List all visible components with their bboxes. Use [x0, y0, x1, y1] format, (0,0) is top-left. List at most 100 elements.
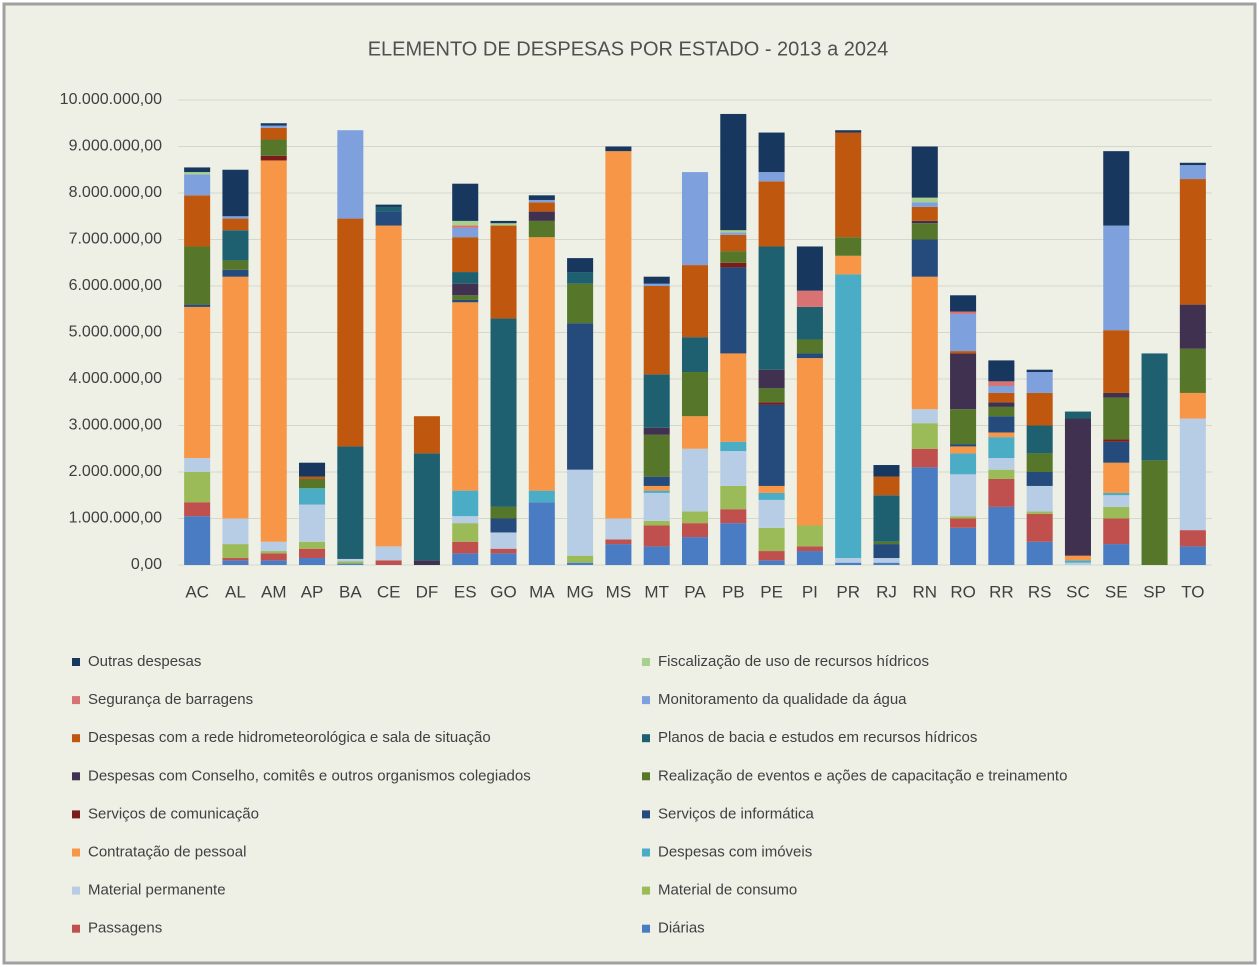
bar-segment	[911, 448, 938, 468]
bar-segment	[1103, 492, 1130, 496]
bar-segment	[567, 283, 594, 324]
bar-segment	[605, 151, 632, 519]
bar-segment	[222, 558, 249, 561]
bar-segment	[490, 506, 517, 519]
bar-segment	[299, 548, 326, 559]
bar-segment	[184, 516, 211, 565]
bar-segment	[1064, 418, 1091, 556]
bar-segment	[605, 544, 632, 565]
x-tick-label: RS	[1028, 582, 1052, 601]
bar-segment	[643, 427, 670, 435]
legend-label: Material permanente	[88, 882, 226, 899]
bar-segment	[1103, 330, 1130, 393]
x-tick-label: SP	[1143, 582, 1166, 601]
bar-segment	[184, 502, 211, 517]
bar-segment	[911, 202, 938, 207]
bar-segment	[1103, 392, 1130, 398]
bar-segment	[1179, 179, 1206, 305]
bar-segment	[950, 527, 977, 565]
bar-segment	[950, 518, 977, 528]
bar-segment	[643, 492, 670, 521]
bar-segment	[260, 125, 287, 128]
bar-segment	[1026, 513, 1053, 542]
bar-segment	[950, 295, 977, 312]
bar-segment	[184, 195, 211, 247]
legend-label: Diárias	[658, 920, 705, 937]
bar-segment	[184, 172, 211, 175]
bar-segment	[643, 490, 670, 493]
bar-segment	[950, 311, 977, 314]
bar-segment	[720, 509, 747, 524]
bar-segment	[950, 446, 977, 454]
bar-segment	[1141, 353, 1168, 461]
bar-segment	[452, 490, 479, 517]
bar-segment	[452, 523, 479, 542]
bar-segment	[988, 469, 1015, 479]
x-tick-label: CE	[377, 582, 401, 601]
bar-segment	[222, 260, 249, 270]
bar-segment	[375, 204, 402, 207]
bar-segment	[452, 183, 479, 221]
bar-segment	[222, 276, 249, 519]
bar-segment	[758, 499, 785, 528]
bar-segment	[184, 174, 211, 196]
bar-segment	[681, 265, 709, 338]
x-tick-label: BA	[339, 582, 362, 601]
bar-segment	[337, 563, 364, 565]
bar-segment	[681, 537, 709, 565]
bar-segment	[299, 558, 326, 565]
bar-segment	[184, 246, 211, 305]
legend-swatch	[642, 810, 650, 819]
bar-segment	[911, 220, 938, 224]
y-tick-label: 2.000.000,00	[69, 463, 163, 480]
bar-segment	[681, 372, 709, 417]
legend-label: Serviços de informática	[658, 805, 815, 822]
bar-segment	[222, 230, 249, 261]
legend-label: Serviços de comunicação	[88, 805, 259, 822]
bar-segment	[528, 195, 555, 200]
bar-segment	[681, 511, 709, 524]
legend-swatch	[72, 658, 80, 666]
bar-segment	[988, 432, 1015, 438]
bar-segment	[835, 255, 862, 275]
bar-segment	[528, 202, 555, 212]
bar-segment	[490, 220, 517, 224]
bar-segment	[452, 272, 479, 284]
y-tick-label: 7.000.000,00	[69, 231, 163, 248]
bar-segment	[260, 139, 287, 156]
bar-segment	[720, 251, 747, 263]
bar-segment	[528, 237, 555, 491]
bar-segment	[988, 437, 1015, 459]
legend-swatch	[642, 886, 650, 895]
bar-segment	[1103, 439, 1130, 442]
bar-segment	[184, 458, 211, 472]
bar-segment	[567, 272, 594, 284]
bar-segment	[796, 525, 823, 547]
x-tick-label: AM	[261, 582, 287, 601]
bar-segment	[1064, 562, 1091, 565]
bar-segment	[1026, 485, 1053, 512]
bar-segment	[1103, 462, 1130, 493]
bar-segment	[796, 339, 823, 354]
bar-segment	[1026, 392, 1053, 426]
bar-segment	[873, 544, 900, 559]
bar-segment	[413, 453, 440, 561]
y-tick-label: 0,00	[131, 556, 162, 573]
legend-swatch	[642, 924, 650, 933]
bar-segment	[1026, 511, 1053, 514]
bar-segment	[1179, 348, 1206, 393]
bar-segment	[720, 353, 747, 442]
bar-segment	[184, 472, 211, 503]
bar-segment	[413, 416, 440, 454]
bar-segment	[299, 541, 326, 549]
bar-segment	[222, 518, 249, 545]
bar-segment	[1026, 541, 1053, 565]
legend-label: Contratação de pessoal	[88, 843, 246, 860]
bar-segment	[681, 337, 709, 373]
bar-segment	[681, 172, 709, 266]
y-tick-label: 5.000.000,00	[69, 324, 163, 341]
bar-segment	[643, 520, 670, 526]
bar-segment	[758, 485, 785, 493]
bar-segment	[643, 434, 670, 477]
bar-segment	[911, 276, 938, 410]
